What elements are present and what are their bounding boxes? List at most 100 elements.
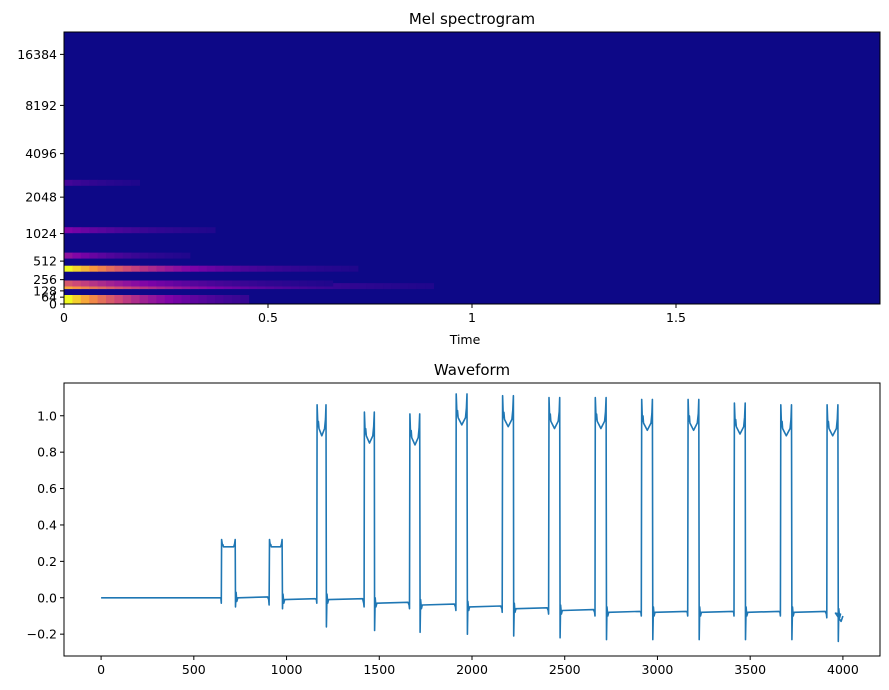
spectrogram-cell	[72, 252, 82, 259]
spectrogram-cell	[257, 265, 266, 272]
spectrogram-cell	[265, 280, 275, 287]
spectrogram-cell	[198, 265, 208, 272]
y-tick-label: 16384	[17, 47, 57, 62]
spectrogram-cell	[72, 265, 82, 272]
y-tick-label: 0.2	[37, 554, 57, 569]
spectrogram-cell	[341, 283, 350, 290]
spectrogram-cell	[206, 295, 216, 304]
y-tick-label: 0.6	[37, 481, 57, 496]
spectrogram-cell	[106, 227, 115, 234]
y-tick-label: 1.0	[37, 408, 57, 423]
spectrogram-cell	[114, 265, 124, 272]
spectrogram-cell	[156, 227, 166, 234]
spectrogram-cell	[156, 280, 166, 287]
spectrogram-cell	[148, 252, 157, 259]
spectrogram-cell	[164, 227, 174, 234]
spectrogram-cell	[64, 265, 73, 272]
spectrogram-cell	[80, 179, 90, 186]
spectrogram-cell	[131, 179, 140, 186]
spectrogram-cell	[97, 280, 107, 287]
spectrogram-cell	[80, 265, 90, 272]
spectrogram-cell	[257, 280, 266, 287]
spectrogram-cell	[232, 265, 241, 272]
spectrogram-cell	[64, 179, 73, 186]
spectrogram-cell	[97, 227, 107, 234]
spectrogram-cell	[122, 280, 132, 287]
spectrogram-cell	[173, 295, 182, 304]
spectrogram-cell	[173, 252, 182, 259]
spectrogram-cell	[114, 179, 124, 186]
spectrogram-cell	[240, 280, 250, 287]
spectrogram-cell	[139, 227, 149, 234]
spectrogram-cell	[391, 283, 401, 290]
spectrogram-cell	[122, 179, 132, 186]
spectrogram-cell	[131, 265, 140, 272]
spectrogram-cell	[64, 227, 73, 234]
spectrogram-cell	[148, 265, 157, 272]
spectrogram-cell	[307, 280, 317, 287]
spectrogram-cell	[139, 280, 149, 287]
spectrogram-cell	[290, 280, 300, 287]
spectrogram-cell	[299, 265, 308, 272]
spectrogram-cell	[131, 227, 140, 234]
spectrogram-cell	[106, 280, 115, 287]
spectrogram-cell	[206, 280, 216, 287]
spectrogram-cell	[349, 283, 359, 290]
spectrogram-cell	[114, 280, 124, 287]
spectrogram-cell	[232, 295, 241, 304]
spectrogram-cell	[139, 265, 149, 272]
spectrogram-cell	[223, 280, 233, 287]
spectrogram-cell	[374, 283, 384, 290]
x-tick-label: 3500	[734, 662, 766, 677]
spectrogram-cell	[156, 295, 166, 304]
waveform-panel: Waveform 0 500 1000 1500 2000 2500 3000 3500 400…	[27, 361, 881, 677]
spectrogram-cell	[290, 265, 300, 272]
spectrogram-cell	[139, 295, 149, 304]
x-tick-label: 0	[97, 662, 105, 677]
spectrogram-cell	[122, 227, 132, 234]
y-tick-label: 8192	[25, 98, 57, 113]
spectrogram-cell	[122, 252, 132, 259]
spectrogram-cell	[164, 265, 174, 272]
spectrogram-cell	[173, 227, 182, 234]
spectrogram-cell	[282, 280, 292, 287]
spectrogram-cell	[64, 280, 73, 287]
spectrogram-cell	[122, 265, 132, 272]
spectrogram-cell	[89, 179, 98, 186]
spectrogram-cell	[97, 179, 107, 186]
spectrogram-cell	[215, 265, 224, 272]
x-tick-label: 4000	[827, 662, 859, 677]
spectrogram-cell	[64, 295, 73, 304]
spectrogram-cell	[122, 295, 132, 304]
y-tick-label: 4096	[25, 146, 57, 161]
spectrogram-cell	[89, 280, 98, 287]
spectrogram-cell	[106, 295, 115, 304]
spectrogram-cell	[408, 283, 418, 290]
x-tick-label: 1	[468, 310, 476, 325]
spectrogram-cell	[97, 295, 107, 304]
x-tick-label: 0	[60, 310, 68, 325]
spectrogram-cell	[198, 295, 208, 304]
spectrogram-cell	[114, 295, 124, 304]
spectrogram-cell	[215, 295, 224, 304]
spectrogram-cell	[190, 227, 199, 234]
spectrogram-x-ticks: 0 0.5 1 1.5	[60, 304, 686, 325]
spectrogram-cell	[282, 265, 292, 272]
spectrogram-cell	[274, 265, 283, 272]
y-tick-label: 0.4	[37, 517, 57, 532]
spectrogram-cell	[72, 227, 82, 234]
spectrogram-cell	[173, 280, 182, 287]
spectrogram-cell	[80, 295, 90, 304]
spectrogram-cell	[114, 252, 124, 259]
mel-spectrogram-title: Mel spectrogram	[409, 10, 535, 28]
waveform-plot-area	[64, 383, 880, 656]
spectrogram-cell	[97, 252, 107, 259]
spectrogram-cell	[131, 252, 140, 259]
spectrogram-cell	[72, 295, 82, 304]
spectrogram-cell	[265, 265, 275, 272]
spectrogram-cell	[240, 295, 250, 304]
spectrogram-cell	[106, 252, 115, 259]
spectrogram-cell	[89, 227, 98, 234]
spectrogram-cell	[80, 227, 90, 234]
